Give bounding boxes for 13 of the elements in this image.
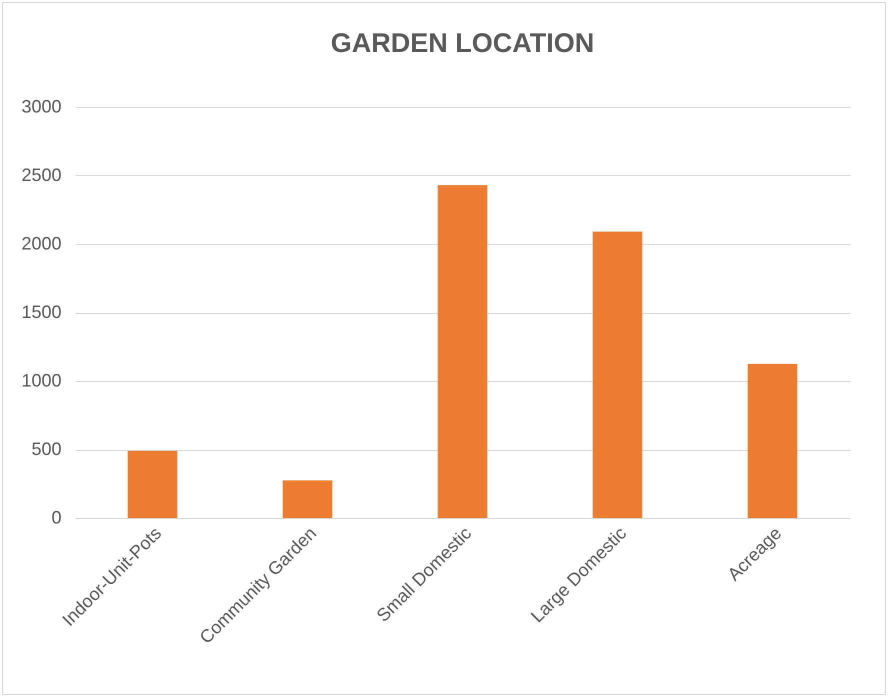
- chart-title: GARDEN LOCATION: [330, 28, 594, 58]
- bar: [128, 450, 178, 518]
- y-tick-label: 1000: [21, 370, 62, 390]
- y-tick-label: 500: [31, 439, 62, 459]
- y-tick-label: 2500: [21, 165, 62, 185]
- y-tick-label: 3000: [21, 96, 62, 116]
- y-tick-label: 2000: [21, 234, 62, 254]
- bar: [592, 232, 642, 518]
- bar: [438, 185, 488, 518]
- y-tick-label: 0: [51, 508, 62, 528]
- bar: [748, 364, 798, 518]
- y-tick-label: 1500: [21, 302, 62, 322]
- bar: [282, 480, 332, 518]
